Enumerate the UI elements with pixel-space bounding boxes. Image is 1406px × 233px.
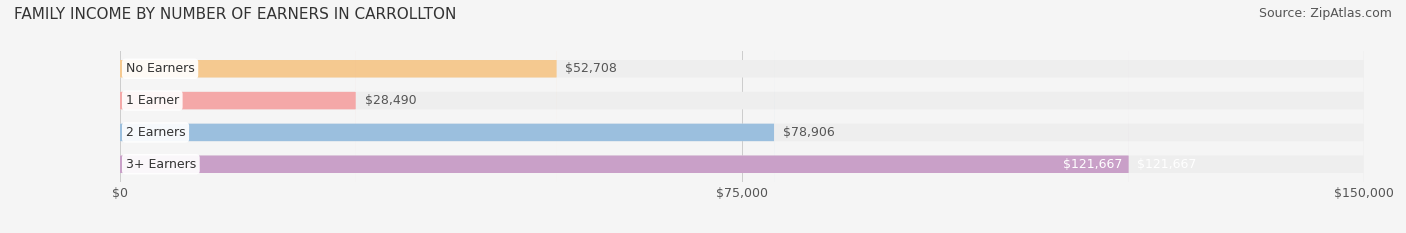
FancyBboxPatch shape xyxy=(120,0,775,233)
FancyBboxPatch shape xyxy=(120,0,356,233)
Text: $52,708: $52,708 xyxy=(565,62,617,75)
FancyBboxPatch shape xyxy=(120,0,1364,233)
FancyBboxPatch shape xyxy=(120,0,1364,233)
Text: $121,667: $121,667 xyxy=(1063,158,1122,171)
Text: 2 Earners: 2 Earners xyxy=(125,126,186,139)
Text: No Earners: No Earners xyxy=(125,62,194,75)
Text: 3+ Earners: 3+ Earners xyxy=(125,158,195,171)
Text: Source: ZipAtlas.com: Source: ZipAtlas.com xyxy=(1258,7,1392,20)
Text: $78,906: $78,906 xyxy=(783,126,835,139)
FancyBboxPatch shape xyxy=(120,0,1364,233)
FancyBboxPatch shape xyxy=(120,0,1364,233)
Text: 1 Earner: 1 Earner xyxy=(125,94,179,107)
FancyBboxPatch shape xyxy=(120,0,1129,233)
Text: $28,490: $28,490 xyxy=(364,94,416,107)
FancyBboxPatch shape xyxy=(120,0,557,233)
Text: FAMILY INCOME BY NUMBER OF EARNERS IN CARROLLTON: FAMILY INCOME BY NUMBER OF EARNERS IN CA… xyxy=(14,7,457,22)
Text: $121,667: $121,667 xyxy=(1137,158,1197,171)
